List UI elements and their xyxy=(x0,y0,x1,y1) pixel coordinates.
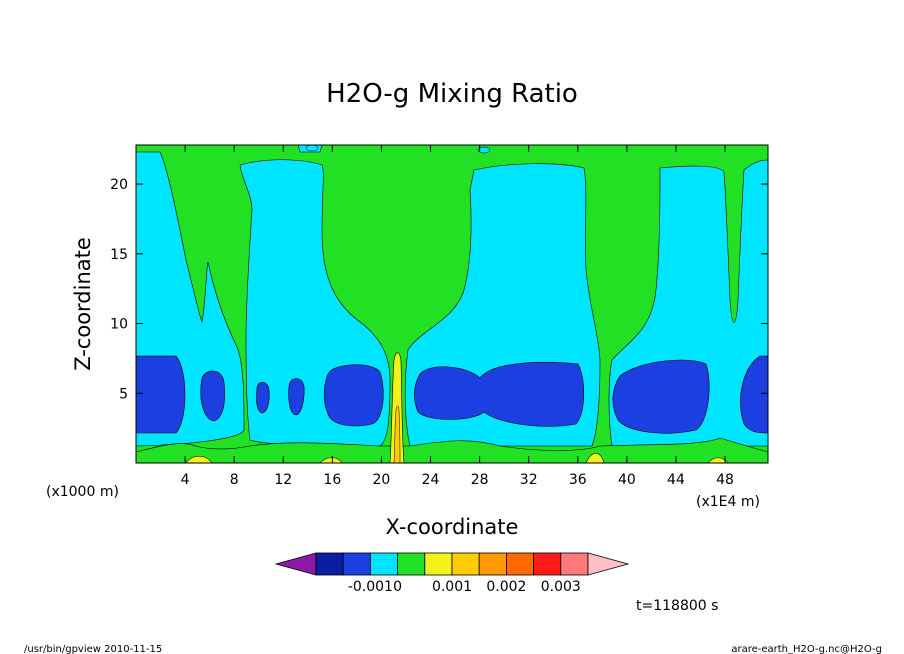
colorbar-label: -0.001 xyxy=(348,579,393,595)
core-cell-7 xyxy=(612,359,710,434)
x-tick-label: 36 xyxy=(569,472,587,488)
x-tick-label: 4 xyxy=(181,472,190,488)
x-axis-scale-note: (x1E4 m) xyxy=(696,494,760,510)
x-axis: 4 8 12 16 20 24 28 32 36 40 44 48 xyxy=(181,145,734,488)
colorbar-swatch xyxy=(342,552,371,576)
x-tick-label: 8 xyxy=(230,472,239,488)
core-cell-1 xyxy=(136,355,186,434)
x-tick-label: 48 xyxy=(716,472,734,488)
y-tick-label: 15 xyxy=(110,247,128,263)
top-speck-2 xyxy=(477,146,491,154)
core-cell-2 xyxy=(200,370,225,422)
x-tick-label: 44 xyxy=(667,472,685,488)
x-tick-label: 32 xyxy=(520,472,538,488)
y-tick-label: 10 xyxy=(110,317,128,333)
chart-title: H2O-g Mixing Ratio xyxy=(326,79,578,109)
x-tick-label: 12 xyxy=(274,472,292,488)
surface-band xyxy=(136,437,768,463)
colorbar: -0.001 0 0.001 0.002 0.003 xyxy=(274,552,630,595)
orange-plume-core xyxy=(393,405,401,463)
colorbar-label: 0 xyxy=(393,579,402,595)
colorbar-swatch xyxy=(397,552,426,576)
x-axis-unit: (x1000 m) xyxy=(46,484,119,500)
colorbar-label: 0.002 xyxy=(486,579,526,595)
x-tick-label: 16 xyxy=(323,472,341,488)
colorbar-underflow-swatch xyxy=(274,552,317,576)
footer-source: arare-earth_H2O-g.nc@H2O-g xyxy=(731,644,882,654)
core-cell-6 xyxy=(414,361,585,427)
x-axis-title: X-coordinate xyxy=(386,515,519,539)
colorbar-swatch xyxy=(424,552,453,576)
footer-command: /usr/bin/gpview 2010-11-15 xyxy=(24,644,162,654)
core-cell-8 xyxy=(740,355,768,434)
core-cell-4 xyxy=(288,378,305,416)
y-axis-title: Z-coordinate xyxy=(71,237,95,371)
colorbar-swatch xyxy=(505,552,534,576)
colorbar-label: 0.003 xyxy=(541,579,581,595)
y-tick-label: 20 xyxy=(110,177,128,193)
x-tick-label: 20 xyxy=(373,472,391,488)
core-cell-3 xyxy=(256,381,270,414)
top-speck-1 xyxy=(305,145,319,152)
x-tick-label: 28 xyxy=(471,472,489,488)
colorbar-swatch xyxy=(533,552,562,576)
colorbar-swatch xyxy=(369,552,398,576)
y-tick-label: 5 xyxy=(119,386,128,402)
plot-frame xyxy=(135,144,769,464)
x-tick-label: 24 xyxy=(422,472,440,488)
x-tick-label: 40 xyxy=(618,472,636,488)
time-label: t=118800 s xyxy=(636,598,718,614)
colorbar-label: 0.001 xyxy=(432,579,472,595)
colorbar-overflow-swatch xyxy=(587,552,630,576)
core-cell-5 xyxy=(323,364,384,427)
colorbar-swatch xyxy=(478,552,507,576)
colorbar-swatch xyxy=(560,552,589,576)
colorbar-swatch xyxy=(315,552,344,576)
plot-area xyxy=(136,145,768,463)
colorbar-swatch xyxy=(451,552,480,576)
y-axis: 5 10 15 20 xyxy=(110,177,768,402)
yellow-surface-spots xyxy=(185,452,729,463)
